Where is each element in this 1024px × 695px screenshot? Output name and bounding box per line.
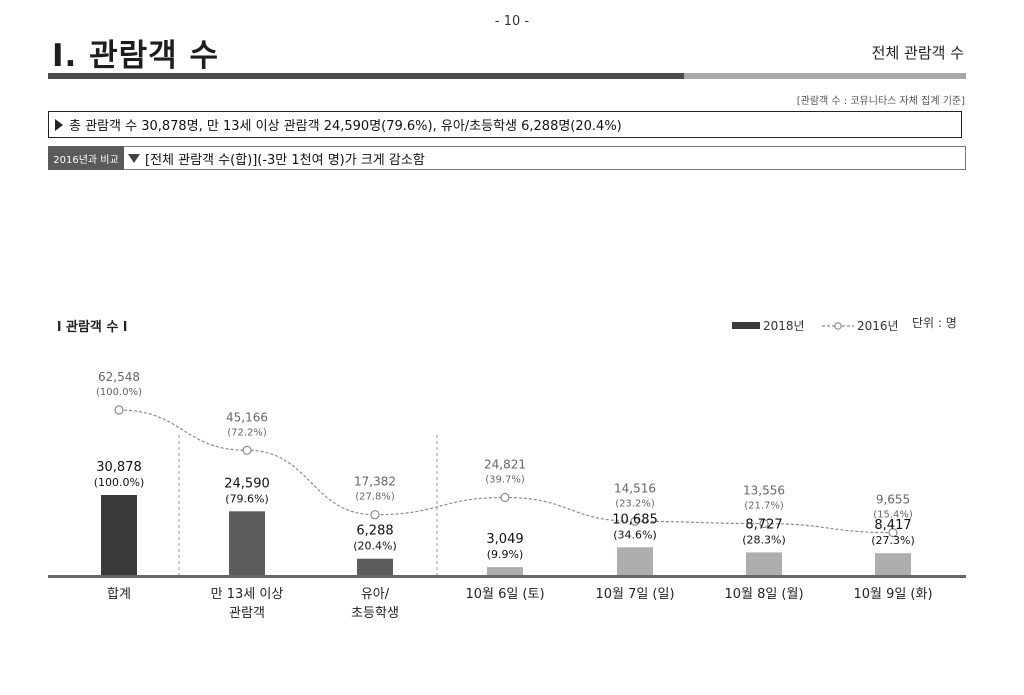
page-number: - 10 - <box>494 14 530 29</box>
title-underline-light <box>684 73 966 79</box>
bar-percent-label: (100.0%) <box>94 476 145 489</box>
bar-value-label: 8,417 <box>874 518 911 533</box>
category-label: 초등학생 <box>351 606 399 621</box>
line-percent-label: (72.2%) <box>227 427 267 438</box>
legend-marker-2016 <box>834 322 842 330</box>
bar-value-label: 24,590 <box>224 476 270 491</box>
category-label: 관람객 <box>229 606 265 621</box>
category-label: 합계 <box>107 587 131 602</box>
source-note: [관람객 수 : 코뮤니타스 자체 집계 기준] <box>796 96 965 107</box>
comparison-text: [전체 관람객 수(합)](-3만 1천여 명)가 크게 감소함 <box>145 152 425 168</box>
triangle-right-icon <box>55 118 63 131</box>
chart-plot: 30,878(100.0%) 24,590(79.6%)6,288(20.4%) 3… <box>48 370 966 621</box>
bar-value-label: 10,685 <box>612 512 658 527</box>
line-value-label: 24,821 <box>484 457 526 471</box>
line-percent-label: (23.2%) <box>615 498 655 509</box>
category-label: 유아/ <box>361 587 390 602</box>
line-percent-label: (27.8%) <box>355 492 395 503</box>
line-percent-label: (100.0%) <box>96 387 142 398</box>
bar-percent-label: (79.6%) <box>225 492 269 505</box>
category-label: 만 13세 이상 <box>211 587 284 602</box>
category-label: 10월 9일 (화) <box>853 587 932 602</box>
chart-title: l 관람객 수 l <box>57 316 127 335</box>
bar-2018 <box>101 495 137 575</box>
line-value-label: 17,382 <box>354 475 396 489</box>
title-underline-dark <box>48 73 684 79</box>
bar-percent-label: (28.3%) <box>742 533 786 546</box>
legend-label-2018: 2018년 <box>763 319 805 333</box>
bar-value-label: 6,288 <box>356 524 393 539</box>
category-label: 10월 7일 (일) <box>595 587 674 602</box>
summary-box: 총 관람객 수 30,878명, 만 13세 이상 관람객 24,590명(79… <box>48 111 962 138</box>
bar-percent-label: (27.3%) <box>871 534 915 547</box>
bar-2018 <box>875 553 911 575</box>
bar-value-label: 8,727 <box>745 517 782 532</box>
page-title: Ⅰ. 관람객 수 <box>52 38 219 74</box>
legend-label-2016: 2016년 <box>857 319 899 333</box>
bar-2018 <box>617 547 653 575</box>
chart-baseline <box>48 575 966 578</box>
summary-text: 총 관람객 수 30,878명, 만 13세 이상 관람객 24,590명(79… <box>69 119 622 134</box>
bar-2018 <box>357 558 393 575</box>
bar-percent-label: (9.9%) <box>487 548 524 561</box>
comparison-tag: 2016년과 비교 <box>48 146 124 170</box>
chart-title-bracket-right: l <box>118 320 128 335</box>
line-value-label: 13,556 <box>743 484 785 498</box>
chart-unit-label: 단위 : 명 <box>912 316 957 330</box>
legend-swatch-2018 <box>732 322 760 329</box>
line-value-label: 9,655 <box>876 493 910 507</box>
line-point-2016 <box>759 518 769 529</box>
line-point-2016 <box>630 516 640 526</box>
line-point-2016 <box>370 510 380 520</box>
category-label: 10월 6일 (토) <box>465 587 544 602</box>
bar-percent-label: (34.6%) <box>613 528 657 541</box>
line-point-2016 <box>500 492 510 503</box>
line-value-label: 62,548 <box>98 370 140 384</box>
line-value-label: 45,166 <box>226 410 268 424</box>
bar-2018 <box>229 511 265 575</box>
comparison-row: 2016년과 비교 [전체 관람객 수(합)](-3만 1천여 명)가 크게 감… <box>48 146 966 170</box>
chart-legend: 2018년 2016년 단위 : 명 <box>732 316 957 333</box>
bar-value-label: 30,878 <box>96 460 142 475</box>
bar-2018 <box>487 567 523 575</box>
section-label: 전체 관람객 수 <box>871 44 964 62</box>
line-percent-label: (15.4%) <box>873 510 913 521</box>
triangle-down-icon <box>128 153 140 163</box>
line-point-2016 <box>242 445 252 455</box>
bar-2018 <box>746 552 782 575</box>
line-percent-label: (39.7%) <box>485 474 525 485</box>
line-point-2016 <box>114 405 124 415</box>
bar-percent-label: (20.4%) <box>353 540 397 553</box>
category-label: 10월 8일 (월) <box>724 587 803 602</box>
line-percent-label: (21.7%) <box>744 501 784 512</box>
chart-title-text: 관람객 수 <box>65 320 119 335</box>
chart-title-bracket-left: l <box>57 320 66 335</box>
comparison-box: [전체 관람객 수(합)](-3만 1천여 명)가 크게 감소함 <box>124 146 966 170</box>
line-point-2016 <box>888 528 898 538</box>
line-value-label: 14,516 <box>614 481 656 495</box>
bar-value-label: 3,049 <box>486 532 523 547</box>
